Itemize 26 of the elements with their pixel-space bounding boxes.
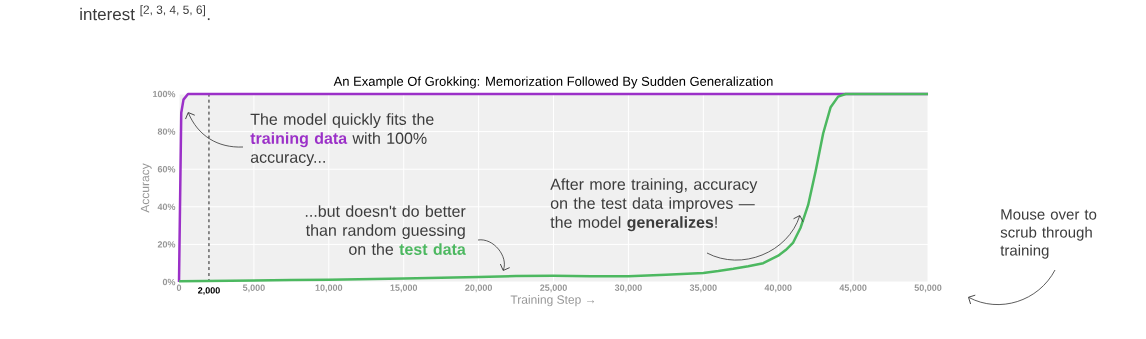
x-tick-label: 0 — [176, 284, 182, 291]
chart-title: An Example Of Grokking: Memorization Followed By Sudden Generalization — [333, 76, 773, 89]
x-tick-label: 25,000 — [540, 284, 567, 293]
text: Mouse over to scrub through training — [1000, 209, 1097, 259]
y-tick-label: 60% — [157, 166, 176, 173]
annotation: After more training, accuracy on the test data improves — the model generalizes! — [550, 178, 758, 232]
x-tick-label: 20,000 — [465, 284, 493, 293]
y-tick-label: 80% — [157, 128, 176, 135]
x-tick-label: 40,000 — [764, 284, 792, 293]
y-tick-label: 0% — [162, 278, 176, 286]
x-tick-label: 35,000 — [689, 284, 717, 293]
y-axis-title: Accuracy — [140, 163, 152, 213]
y-tick-label: 20% — [157, 241, 176, 248]
annotation: ...but doesn't do better than random guessing on the test data — [305, 205, 466, 255]
x-axis-title: Training Step → — [510, 295, 595, 307]
y-tick-label: 40% — [157, 203, 176, 210]
ref-line-label: 2,000 — [198, 287, 220, 295]
x-tick-label: 30,000 — [614, 284, 642, 293]
text: The model quickly fits the training data with 100% accuracy... — [250, 113, 434, 167]
x-tick-label: 10,000 — [315, 284, 343, 293]
x-tick-label: 15,000 — [390, 284, 418, 293]
x-tick-label: 50,000 — [914, 284, 942, 293]
text: interest $^{[2, 3, 4, 5, 6]}$. — [80, 5, 210, 21]
y-tick-label: 100% — [153, 90, 176, 98]
x-tick-label: 45,000 — [839, 284, 867, 293]
x-tick-label: 5,000 — [242, 284, 265, 293]
